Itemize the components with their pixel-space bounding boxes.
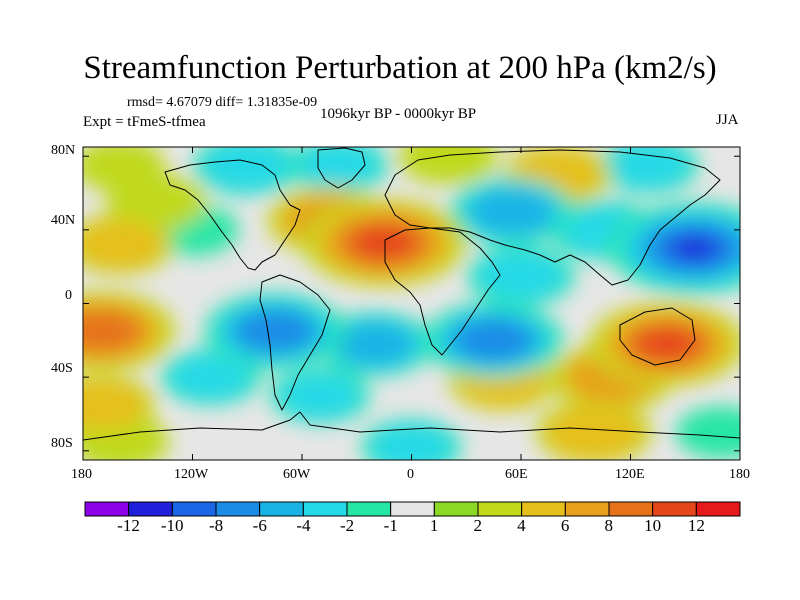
lon-label-180w: 180	[71, 467, 92, 482]
lat-label-80n: 80N	[51, 143, 76, 158]
anomaly-19-level-6	[553, 410, 635, 455]
anomaly-5-level-4	[296, 147, 381, 190]
coastline-south-america	[259, 274, 331, 411]
anomaly-24-level-8	[455, 319, 532, 361]
map-title: Streamfunction Perturbation at 200 hPa (…	[83, 50, 717, 86]
anomaly-25-level-10	[83, 315, 130, 347]
anomaly-15-level-4	[475, 250, 567, 302]
coastline-greenland	[317, 147, 366, 189]
colorbar-label-2: -8	[209, 516, 224, 535]
colorbar-label-9: 4	[517, 516, 526, 535]
lon-label-120e: 120E	[615, 467, 645, 482]
anomaly-12-level-4	[201, 147, 293, 191]
lon-label-120w: 120W	[174, 467, 209, 482]
colorbar-box-1	[128, 501, 173, 517]
anomaly-18-level-6	[334, 321, 416, 367]
colorbar-box-8	[433, 501, 479, 517]
anomaly-17-level-4	[83, 379, 147, 431]
anomaly-2-level-2	[675, 406, 740, 459]
anomaly-4-level-4	[405, 147, 491, 180]
colorbar-box-0	[84, 501, 130, 517]
experiment-label: Expt = tFmeS-tfmea	[83, 114, 206, 130]
colorbar-label-13: 12	[687, 516, 705, 535]
coastlines	[83, 147, 740, 460]
coastline-africa	[384, 227, 501, 356]
anomaly-10-level-4	[369, 423, 454, 460]
colorbar-box-4	[259, 501, 304, 517]
colorbar-box-3	[215, 501, 261, 517]
colorbar-box-13	[652, 501, 697, 517]
anomaly-28-level-12	[674, 237, 715, 259]
anomaly-3-level-4	[113, 178, 199, 226]
contour-field	[83, 147, 740, 460]
colorbar-label-10: 6	[560, 516, 570, 535]
coastline-north-america	[164, 159, 301, 271]
lon-label-60e: 60E	[505, 467, 528, 482]
colorbar-box-12	[608, 501, 654, 517]
colorbar-box-9	[477, 501, 523, 517]
colorbar-box-7	[390, 501, 435, 517]
anomaly-8-level-4	[277, 371, 363, 420]
lat-label-40s: 40S	[51, 361, 73, 376]
coastline-antarctica	[83, 411, 740, 460]
colorbar-label-6: -1	[383, 516, 398, 535]
period-label: 1096kyr BP - 0000kyr BP	[320, 106, 477, 122]
colorbar-label-3: -6	[252, 516, 267, 535]
anomaly-7-level-4	[168, 353, 254, 401]
stats-label: rmsd= 4.67079 diff= 1.31835e-09	[127, 95, 318, 110]
lon-label-180e: 180	[729, 467, 750, 482]
colorbar-label-11: 8	[604, 516, 614, 535]
colorbar-label-4: -4	[296, 516, 311, 535]
lat-label-equator: 0	[65, 288, 72, 303]
colorbar-label-7: 1	[429, 516, 439, 535]
anomaly-27-level-12	[365, 232, 404, 253]
anomaly-26-level-10	[637, 327, 697, 361]
anomaly-21-level-6	[468, 187, 555, 235]
coastline-eurasia	[384, 149, 721, 286]
coastline-australia	[619, 307, 696, 366]
colorbar-box-14	[695, 501, 741, 517]
colorbar-label-5: -2	[340, 516, 355, 535]
lat-label-80s: 80S	[51, 436, 73, 451]
axis-ticks	[82, 147, 741, 460]
colorbar-box-6	[346, 501, 392, 517]
colorbar-label-12: 10	[644, 516, 662, 535]
season-label: JJA	[716, 112, 739, 128]
colorbar-box-5	[302, 501, 348, 517]
lon-label-60w: 60W	[283, 467, 311, 482]
colorbar-label-1: -10	[160, 516, 184, 535]
anomaly-6-level-4	[606, 147, 692, 190]
lon-label-0: 0	[407, 467, 414, 482]
colorbar-label-0: -12	[117, 516, 140, 535]
colorbar-box-10	[521, 501, 566, 517]
colorbar-label-8: 2	[473, 516, 483, 535]
colorbar-box-2	[171, 501, 217, 517]
anomaly-11-level-4	[83, 219, 166, 270]
anomaly-23-level-8	[236, 310, 313, 352]
lat-label-40n: 40N	[51, 213, 76, 228]
colorbar	[84, 501, 741, 517]
colorbar-box-11	[564, 501, 610, 517]
